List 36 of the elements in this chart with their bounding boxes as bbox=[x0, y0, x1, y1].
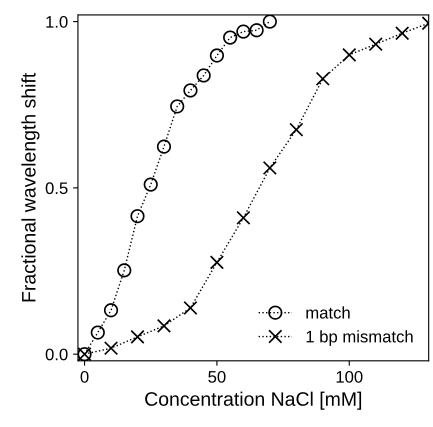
point bbox=[156, 318, 172, 333]
point bbox=[156, 140, 172, 154]
point bbox=[170, 99, 184, 114]
y-axis-title: Fractional wavelength shift bbox=[21, 72, 40, 302]
point bbox=[117, 263, 132, 278]
y-tick-label: 0.5 bbox=[46, 182, 68, 194]
point bbox=[316, 72, 330, 86]
point bbox=[144, 177, 158, 192]
point bbox=[104, 341, 118, 356]
y-tick-label: 1.0 bbox=[46, 16, 68, 28]
x-axis-title: Concentration NaCl [mM] bbox=[145, 392, 362, 410]
point bbox=[262, 14, 277, 29]
x-tick-label: 100 bbox=[336, 370, 363, 383]
point bbox=[210, 48, 224, 63]
point bbox=[395, 26, 410, 40]
point bbox=[196, 68, 211, 83]
point bbox=[104, 303, 118, 318]
point bbox=[90, 325, 105, 340]
point bbox=[342, 48, 356, 62]
point bbox=[223, 30, 238, 45]
point bbox=[130, 209, 145, 224]
point bbox=[262, 160, 277, 176]
point bbox=[250, 23, 264, 38]
point bbox=[236, 210, 250, 225]
x-tick-label: 0 bbox=[80, 370, 89, 383]
point bbox=[183, 300, 198, 316]
legend-label: match bbox=[306, 306, 350, 319]
point bbox=[236, 24, 250, 39]
point bbox=[289, 122, 304, 137]
point bbox=[368, 37, 383, 52]
point bbox=[210, 255, 224, 270]
x-tick-label: 50 bbox=[208, 370, 226, 383]
point bbox=[183, 83, 198, 98]
legend-label: 1 bp mismatch bbox=[306, 330, 413, 346]
point bbox=[130, 330, 145, 344]
y-tick-label: 0.0 bbox=[46, 348, 68, 360]
